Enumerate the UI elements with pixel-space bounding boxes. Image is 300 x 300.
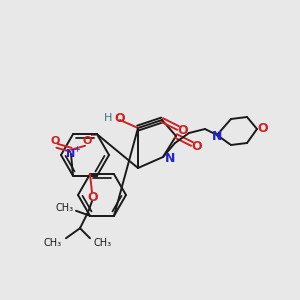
Text: −: − xyxy=(89,131,97,140)
Text: O: O xyxy=(88,191,98,204)
Text: N: N xyxy=(165,152,175,166)
Text: N: N xyxy=(66,149,76,159)
Text: O: O xyxy=(82,136,92,146)
Text: CH₃: CH₃ xyxy=(94,238,112,248)
Text: O: O xyxy=(258,122,268,136)
Text: O: O xyxy=(50,136,60,146)
Text: O: O xyxy=(192,140,202,152)
Text: H: H xyxy=(103,113,112,123)
Text: CH₃: CH₃ xyxy=(44,238,62,248)
Text: CH₃: CH₃ xyxy=(56,203,74,213)
Text: +: + xyxy=(74,145,80,154)
Text: N: N xyxy=(212,130,222,142)
Text: O: O xyxy=(115,112,125,124)
Text: O: O xyxy=(178,124,188,136)
